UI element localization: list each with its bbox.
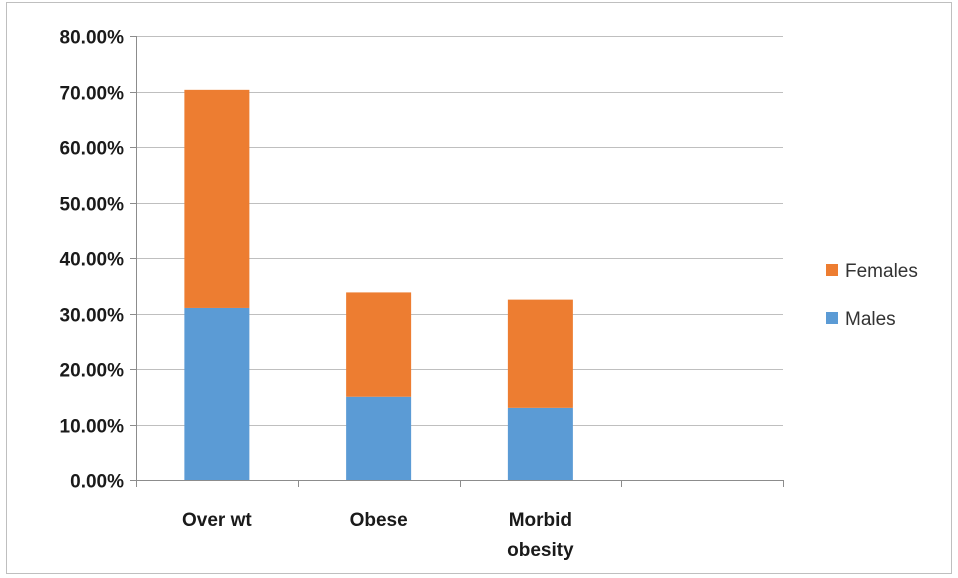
bar-females-over-wt xyxy=(184,89,250,308)
x-tick-label: Obese xyxy=(350,510,408,531)
legend-label-females: Females xyxy=(845,261,918,282)
y-tick-label: 0.00% xyxy=(70,472,124,493)
y-tick-label: 50.00% xyxy=(60,195,125,216)
x-tick-label: Over wt xyxy=(182,510,252,531)
x-tick-label: Morbid obesity xyxy=(507,510,574,561)
y-tick-label: 40.00% xyxy=(60,250,125,271)
bar-males-morbid-obesity xyxy=(507,407,573,480)
bar-females-obese xyxy=(346,292,412,397)
y-tick-label: 30.00% xyxy=(60,306,125,327)
y-tick-label: 20.00% xyxy=(60,361,125,382)
chart-frame xyxy=(6,2,952,574)
bar-males-over-wt xyxy=(184,307,250,480)
y-tick-label: 80.00% xyxy=(60,28,125,49)
y-tick-label: 70.00% xyxy=(60,84,125,105)
legend-label-males: Males xyxy=(845,309,896,330)
bar-females-morbid-obesity xyxy=(507,299,573,408)
y-tick-label: 10.00% xyxy=(60,417,125,438)
bar-males-obese xyxy=(346,396,412,480)
legend-swatch-females xyxy=(826,264,838,276)
y-tick-label: 60.00% xyxy=(60,139,125,160)
legend-swatch-males xyxy=(826,312,838,324)
